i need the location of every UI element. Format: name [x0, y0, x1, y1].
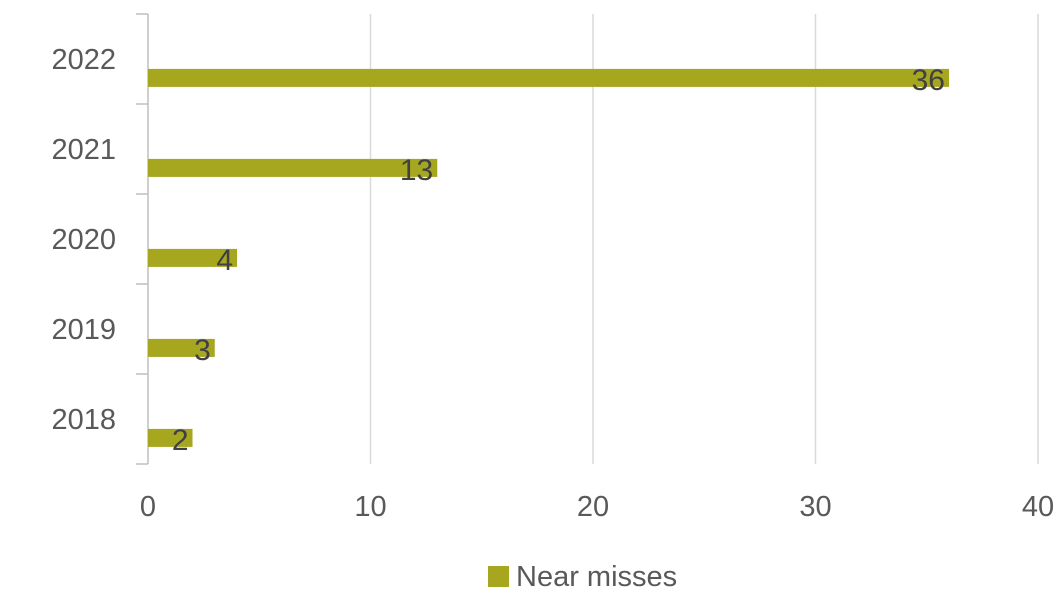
- bar-2019: [148, 338, 215, 357]
- y-tick-label: 2021: [51, 134, 116, 166]
- data-label-2018: 2: [172, 424, 189, 457]
- data-label-2020: 4: [216, 244, 233, 277]
- bar-2022: [148, 68, 949, 87]
- legend: Near misses: [488, 561, 677, 592]
- gridlines: [369, 14, 1039, 464]
- x-tick-label: 40: [1022, 491, 1054, 523]
- y-tick-label: 2022: [51, 44, 116, 76]
- data-label-2019: 3: [194, 334, 211, 367]
- data-labels: 2 3 4 13 36: [172, 64, 945, 457]
- x-tick-labels: 0 10 20 30 40: [140, 491, 1054, 523]
- data-label-2021: 13: [400, 154, 433, 187]
- bar-2018: [148, 428, 193, 447]
- x-tick-label: 20: [577, 491, 609, 523]
- x-tick-label: 0: [140, 491, 156, 523]
- y-tick-label: 2018: [51, 404, 116, 436]
- y-tick-labels: 2018 2019 2020 2021 2022: [51, 44, 116, 436]
- legend-swatch: [488, 566, 509, 587]
- y-tick-label: 2019: [51, 314, 116, 346]
- bar-2021: [148, 158, 438, 177]
- x-tick-label: 30: [799, 491, 831, 523]
- y-tick-label: 2020: [51, 224, 116, 256]
- legend-label: Near misses: [516, 561, 677, 592]
- category-axis: [136, 13, 149, 465]
- x-tick-label: 10: [354, 491, 386, 523]
- data-label-2022: 36: [912, 64, 945, 97]
- bar-2020: [148, 248, 237, 267]
- bars: [148, 68, 949, 447]
